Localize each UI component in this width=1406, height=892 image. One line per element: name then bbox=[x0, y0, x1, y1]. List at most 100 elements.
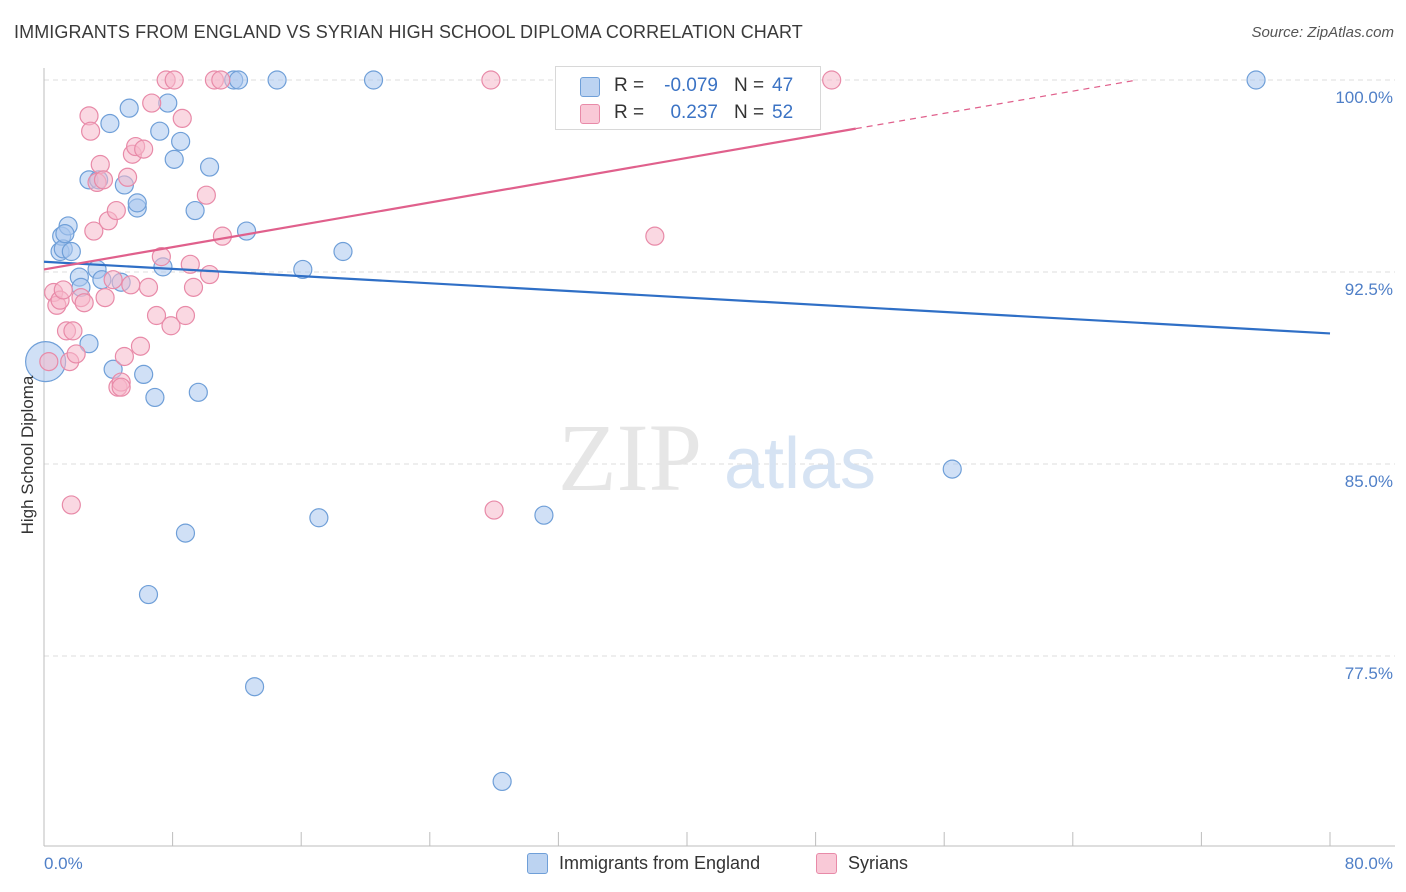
syrian-point bbox=[196, 185, 216, 205]
legend-r-label: R = bbox=[614, 102, 645, 123]
x-tick-label-max: 80.0% bbox=[1345, 854, 1393, 873]
syrian-point bbox=[74, 293, 94, 313]
england-point bbox=[267, 70, 287, 90]
syrian-point bbox=[146, 305, 167, 326]
syrian-point bbox=[183, 277, 204, 297]
syrian-point bbox=[114, 346, 134, 367]
england-point bbox=[236, 221, 257, 241]
england-point bbox=[185, 200, 205, 221]
y-tick-label: 77.5% bbox=[1345, 664, 1393, 683]
syrian-point bbox=[84, 221, 104, 241]
syrian-point bbox=[142, 93, 162, 113]
syrian-point bbox=[484, 500, 504, 520]
england-point bbox=[134, 364, 154, 384]
england-point bbox=[127, 193, 147, 213]
syrian-point bbox=[103, 270, 123, 290]
syrian-point bbox=[645, 226, 665, 246]
axis-labels: 100.0% 92.5% 85.0% 77.5% 0.0% 80.0% bbox=[44, 88, 1393, 873]
y-tick-label: 92.5% bbox=[1345, 280, 1393, 299]
legend-swatch-blue bbox=[580, 77, 600, 97]
england-point bbox=[199, 157, 220, 177]
legend-r-label: R = bbox=[614, 75, 645, 96]
legend-row-syrians: R = 0.237 N = 52 bbox=[556, 100, 820, 128]
syrian-point bbox=[81, 121, 101, 141]
england-point bbox=[145, 387, 165, 408]
legend-n-value: 47 bbox=[772, 75, 794, 96]
syrian-point bbox=[164, 70, 184, 90]
syrian-trend-line bbox=[43, 127, 856, 271]
england-point bbox=[175, 523, 196, 543]
syrian-point bbox=[106, 200, 126, 221]
england-point bbox=[1246, 70, 1266, 90]
syrian-point bbox=[63, 321, 83, 341]
england-point bbox=[158, 93, 178, 113]
syrian-point bbox=[175, 305, 196, 326]
syrian-point bbox=[93, 170, 114, 190]
watermark-atlas: atlas bbox=[724, 424, 876, 504]
watermark: ZIP atlas bbox=[558, 404, 876, 511]
syrian-point bbox=[211, 70, 231, 90]
england-point bbox=[363, 70, 384, 90]
legend-swatch-syrians bbox=[816, 853, 837, 874]
england-point bbox=[492, 771, 512, 792]
england-point bbox=[171, 131, 191, 152]
england-point bbox=[942, 459, 962, 479]
syrian-point bbox=[95, 288, 115, 308]
syrian-point bbox=[130, 336, 151, 356]
axes bbox=[43, 68, 1395, 847]
england-point bbox=[333, 241, 353, 262]
stats-legend: R = -0.079 N = 47 R = 0.237 N = 52 bbox=[555, 66, 821, 130]
legend-n-label: N = bbox=[734, 102, 765, 123]
syrian-point bbox=[151, 247, 171, 267]
england-point bbox=[164, 149, 184, 169]
england-point bbox=[55, 224, 75, 244]
legend-r-value: 0.237 bbox=[670, 102, 718, 123]
syrian-point bbox=[161, 316, 181, 336]
syrian-point bbox=[61, 495, 81, 515]
grid-lines bbox=[44, 79, 1395, 657]
england-point bbox=[119, 98, 139, 118]
legend-label-england: Immigrants from England bbox=[559, 853, 761, 873]
legend-swatch-england bbox=[527, 853, 548, 874]
syrian-point bbox=[822, 70, 842, 90]
england-point bbox=[61, 241, 81, 262]
legend-n-value: 52 bbox=[772, 102, 794, 123]
syrian-point bbox=[111, 377, 131, 397]
england-point bbox=[188, 382, 208, 402]
england-point bbox=[100, 113, 120, 134]
watermark-zip: ZIP bbox=[558, 404, 702, 511]
legend-label-syrians: Syrians bbox=[848, 853, 909, 873]
england-point bbox=[293, 259, 313, 280]
source-credit: Source: ZipAtlas.com bbox=[1251, 24, 1394, 41]
syrian-point bbox=[212, 226, 233, 246]
syrian-point bbox=[53, 280, 73, 300]
syrian-point bbox=[481, 70, 501, 90]
legend-r-value: -0.079 bbox=[664, 75, 718, 96]
y-axis-title: High School Diploma bbox=[18, 375, 37, 535]
legend-row-england: R = -0.079 N = 47 bbox=[556, 73, 820, 101]
legend-swatch-pink bbox=[580, 104, 600, 124]
syrian-point bbox=[39, 352, 59, 372]
trend-lines bbox=[43, 79, 1331, 335]
england-point bbox=[138, 584, 159, 605]
england-point bbox=[150, 121, 170, 141]
england-point bbox=[244, 677, 265, 697]
series-legend: Immigrants from England Syrians bbox=[0, 852, 1406, 878]
england-point bbox=[228, 70, 249, 90]
england-point bbox=[534, 505, 554, 525]
syrian-point bbox=[134, 139, 154, 159]
syrian-point bbox=[66, 344, 86, 364]
data-points bbox=[25, 70, 1266, 792]
syrian-point bbox=[117, 167, 138, 187]
syrian-trend-extension bbox=[855, 79, 1138, 130]
y-tick-label: 85.0% bbox=[1345, 472, 1393, 491]
chart-title: IMMIGRANTS FROM ENGLAND VS SYRIAN HIGH S… bbox=[14, 22, 803, 42]
syrian-point bbox=[138, 277, 159, 297]
syrian-point bbox=[172, 108, 192, 129]
england-point bbox=[79, 334, 99, 354]
england-trend-line bbox=[43, 260, 1331, 335]
syrian-point bbox=[199, 264, 220, 285]
england-point bbox=[309, 508, 329, 528]
y-tick-label: 100.0% bbox=[1335, 88, 1393, 107]
